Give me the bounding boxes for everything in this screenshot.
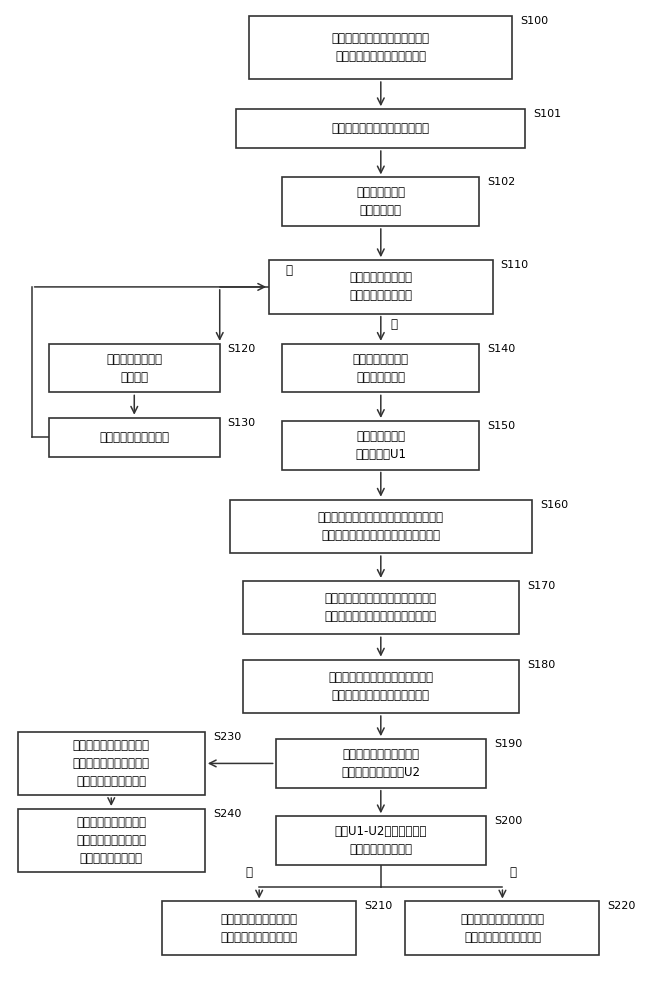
Text: 对终端的电池进行充电: 对终端的电池进行充电 bbox=[99, 431, 169, 444]
Text: 判断U1-U2的值是否小于
等于预设的电压阈值: 判断U1-U2的值是否小于 等于预设的电压阈值 bbox=[335, 825, 427, 856]
Text: S100: S100 bbox=[520, 16, 548, 26]
Text: 采样得到负载电阻通电后
两端的实际工作电压U2: 采样得到负载电阻通电后 两端的实际工作电压U2 bbox=[341, 748, 420, 779]
Text: 预先输入适配器的标称输出电流: 预先输入适配器的标称输出电流 bbox=[332, 122, 430, 135]
Text: 使适配器的电源输出端接通确定的
负载电阻，为所述负载电阻供电: 使适配器的电源输出端接通确定的 负载电阻，为所述负载电阻供电 bbox=[328, 671, 434, 702]
FancyBboxPatch shape bbox=[282, 344, 479, 392]
FancyBboxPatch shape bbox=[162, 901, 356, 955]
FancyBboxPatch shape bbox=[49, 344, 219, 392]
Text: 在终端的显示屏上显示适
配器性能合格的通知信息: 在终端的显示屏上显示适 配器性能合格的通知信息 bbox=[221, 913, 298, 944]
Text: S120: S120 bbox=[227, 344, 256, 354]
Text: 是: 是 bbox=[245, 866, 253, 879]
Text: 预先建立标称输出电流和所需加
载的负载电阻之间的对应关系: 预先建立标称输出电流和所需加 载的负载电阻之间的对应关系 bbox=[332, 32, 430, 63]
FancyBboxPatch shape bbox=[276, 739, 486, 788]
Text: S150: S150 bbox=[487, 421, 515, 431]
Text: S240: S240 bbox=[213, 809, 241, 819]
Text: S101: S101 bbox=[533, 109, 562, 119]
Text: 从存储器中读取预先建立的标称输出电流
和所需加载的负载电阻之间的对应关系: 从存储器中读取预先建立的标称输出电流 和所需加载的负载电阻之间的对应关系 bbox=[318, 511, 444, 542]
FancyBboxPatch shape bbox=[229, 500, 532, 553]
Text: S230: S230 bbox=[213, 732, 241, 742]
Text: 在显示屏上显示适配器
的内阻的电阻值以及工
作时的线路损耗功率: 在显示屏上显示适配器 的内阻的电阻值以及工 作时的线路损耗功率 bbox=[76, 816, 147, 865]
Text: 是: 是 bbox=[391, 318, 398, 331]
Text: 检测终端的适配器性
能检测功能是否开启: 检测终端的适配器性 能检测功能是否开启 bbox=[349, 271, 412, 302]
FancyBboxPatch shape bbox=[406, 901, 599, 955]
FancyBboxPatch shape bbox=[269, 260, 493, 314]
FancyBboxPatch shape bbox=[49, 418, 219, 457]
Text: S210: S210 bbox=[364, 901, 392, 911]
Text: 控制终端进入适配
器性能检测模式: 控制终端进入适配 器性能检测模式 bbox=[353, 353, 409, 384]
FancyBboxPatch shape bbox=[243, 581, 519, 634]
Text: 否: 否 bbox=[509, 866, 516, 879]
FancyBboxPatch shape bbox=[18, 809, 205, 872]
Text: 终端通过适配器
接通供电电源: 终端通过适配器 接通供电电源 bbox=[356, 186, 405, 217]
FancyBboxPatch shape bbox=[236, 109, 526, 148]
Text: 计算适配器的内阻的电阻
值以及工作时的线路损耗
功率，并发送至显示屏: 计算适配器的内阻的电阻 值以及工作时的线路损耗 功率，并发送至显示屏 bbox=[73, 739, 150, 788]
Text: S102: S102 bbox=[487, 177, 516, 187]
Text: S110: S110 bbox=[501, 260, 528, 270]
Text: S130: S130 bbox=[227, 418, 256, 428]
Text: S200: S200 bbox=[494, 816, 522, 826]
Text: 否: 否 bbox=[286, 264, 292, 277]
FancyBboxPatch shape bbox=[276, 816, 486, 865]
FancyBboxPatch shape bbox=[282, 421, 479, 470]
Text: S190: S190 bbox=[494, 739, 522, 749]
FancyBboxPatch shape bbox=[243, 660, 519, 713]
FancyBboxPatch shape bbox=[282, 177, 479, 226]
Text: 采样得到适配器
的空载电压U1: 采样得到适配器 的空载电压U1 bbox=[355, 430, 406, 461]
Text: 控制终端进入电池
充电模式: 控制终端进入电池 充电模式 bbox=[106, 353, 162, 384]
Text: S160: S160 bbox=[540, 500, 568, 510]
Text: 在终端的显示屏上显示适配
器性能不合格的通知信息: 在终端的显示屏上显示适配 器性能不合格的通知信息 bbox=[460, 913, 544, 944]
FancyBboxPatch shape bbox=[249, 16, 512, 79]
Text: S140: S140 bbox=[487, 344, 516, 354]
Text: S170: S170 bbox=[527, 581, 555, 591]
FancyBboxPatch shape bbox=[18, 732, 205, 795]
Text: S180: S180 bbox=[527, 660, 555, 670]
Text: 根据所述对应关系以及适配器的标称
输出电流，确定所需加载的负载电阻: 根据所述对应关系以及适配器的标称 输出电流，确定所需加载的负载电阻 bbox=[325, 592, 437, 623]
Text: S220: S220 bbox=[607, 901, 636, 911]
